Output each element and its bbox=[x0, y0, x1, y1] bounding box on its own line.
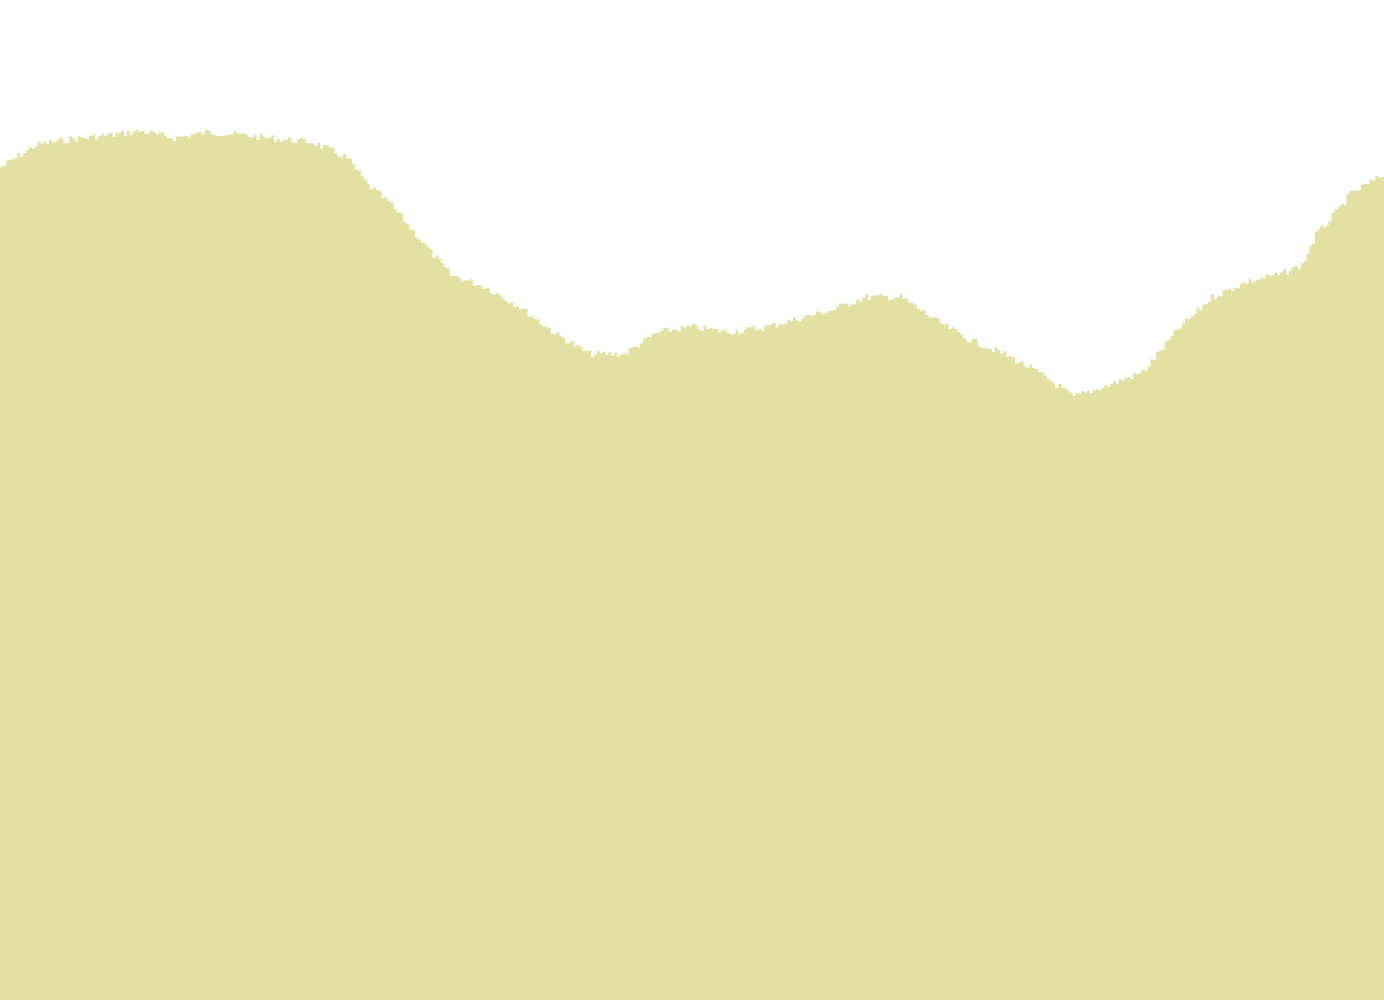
area-series bbox=[0, 129, 1384, 1000]
series-layer bbox=[0, 129, 1384, 1000]
